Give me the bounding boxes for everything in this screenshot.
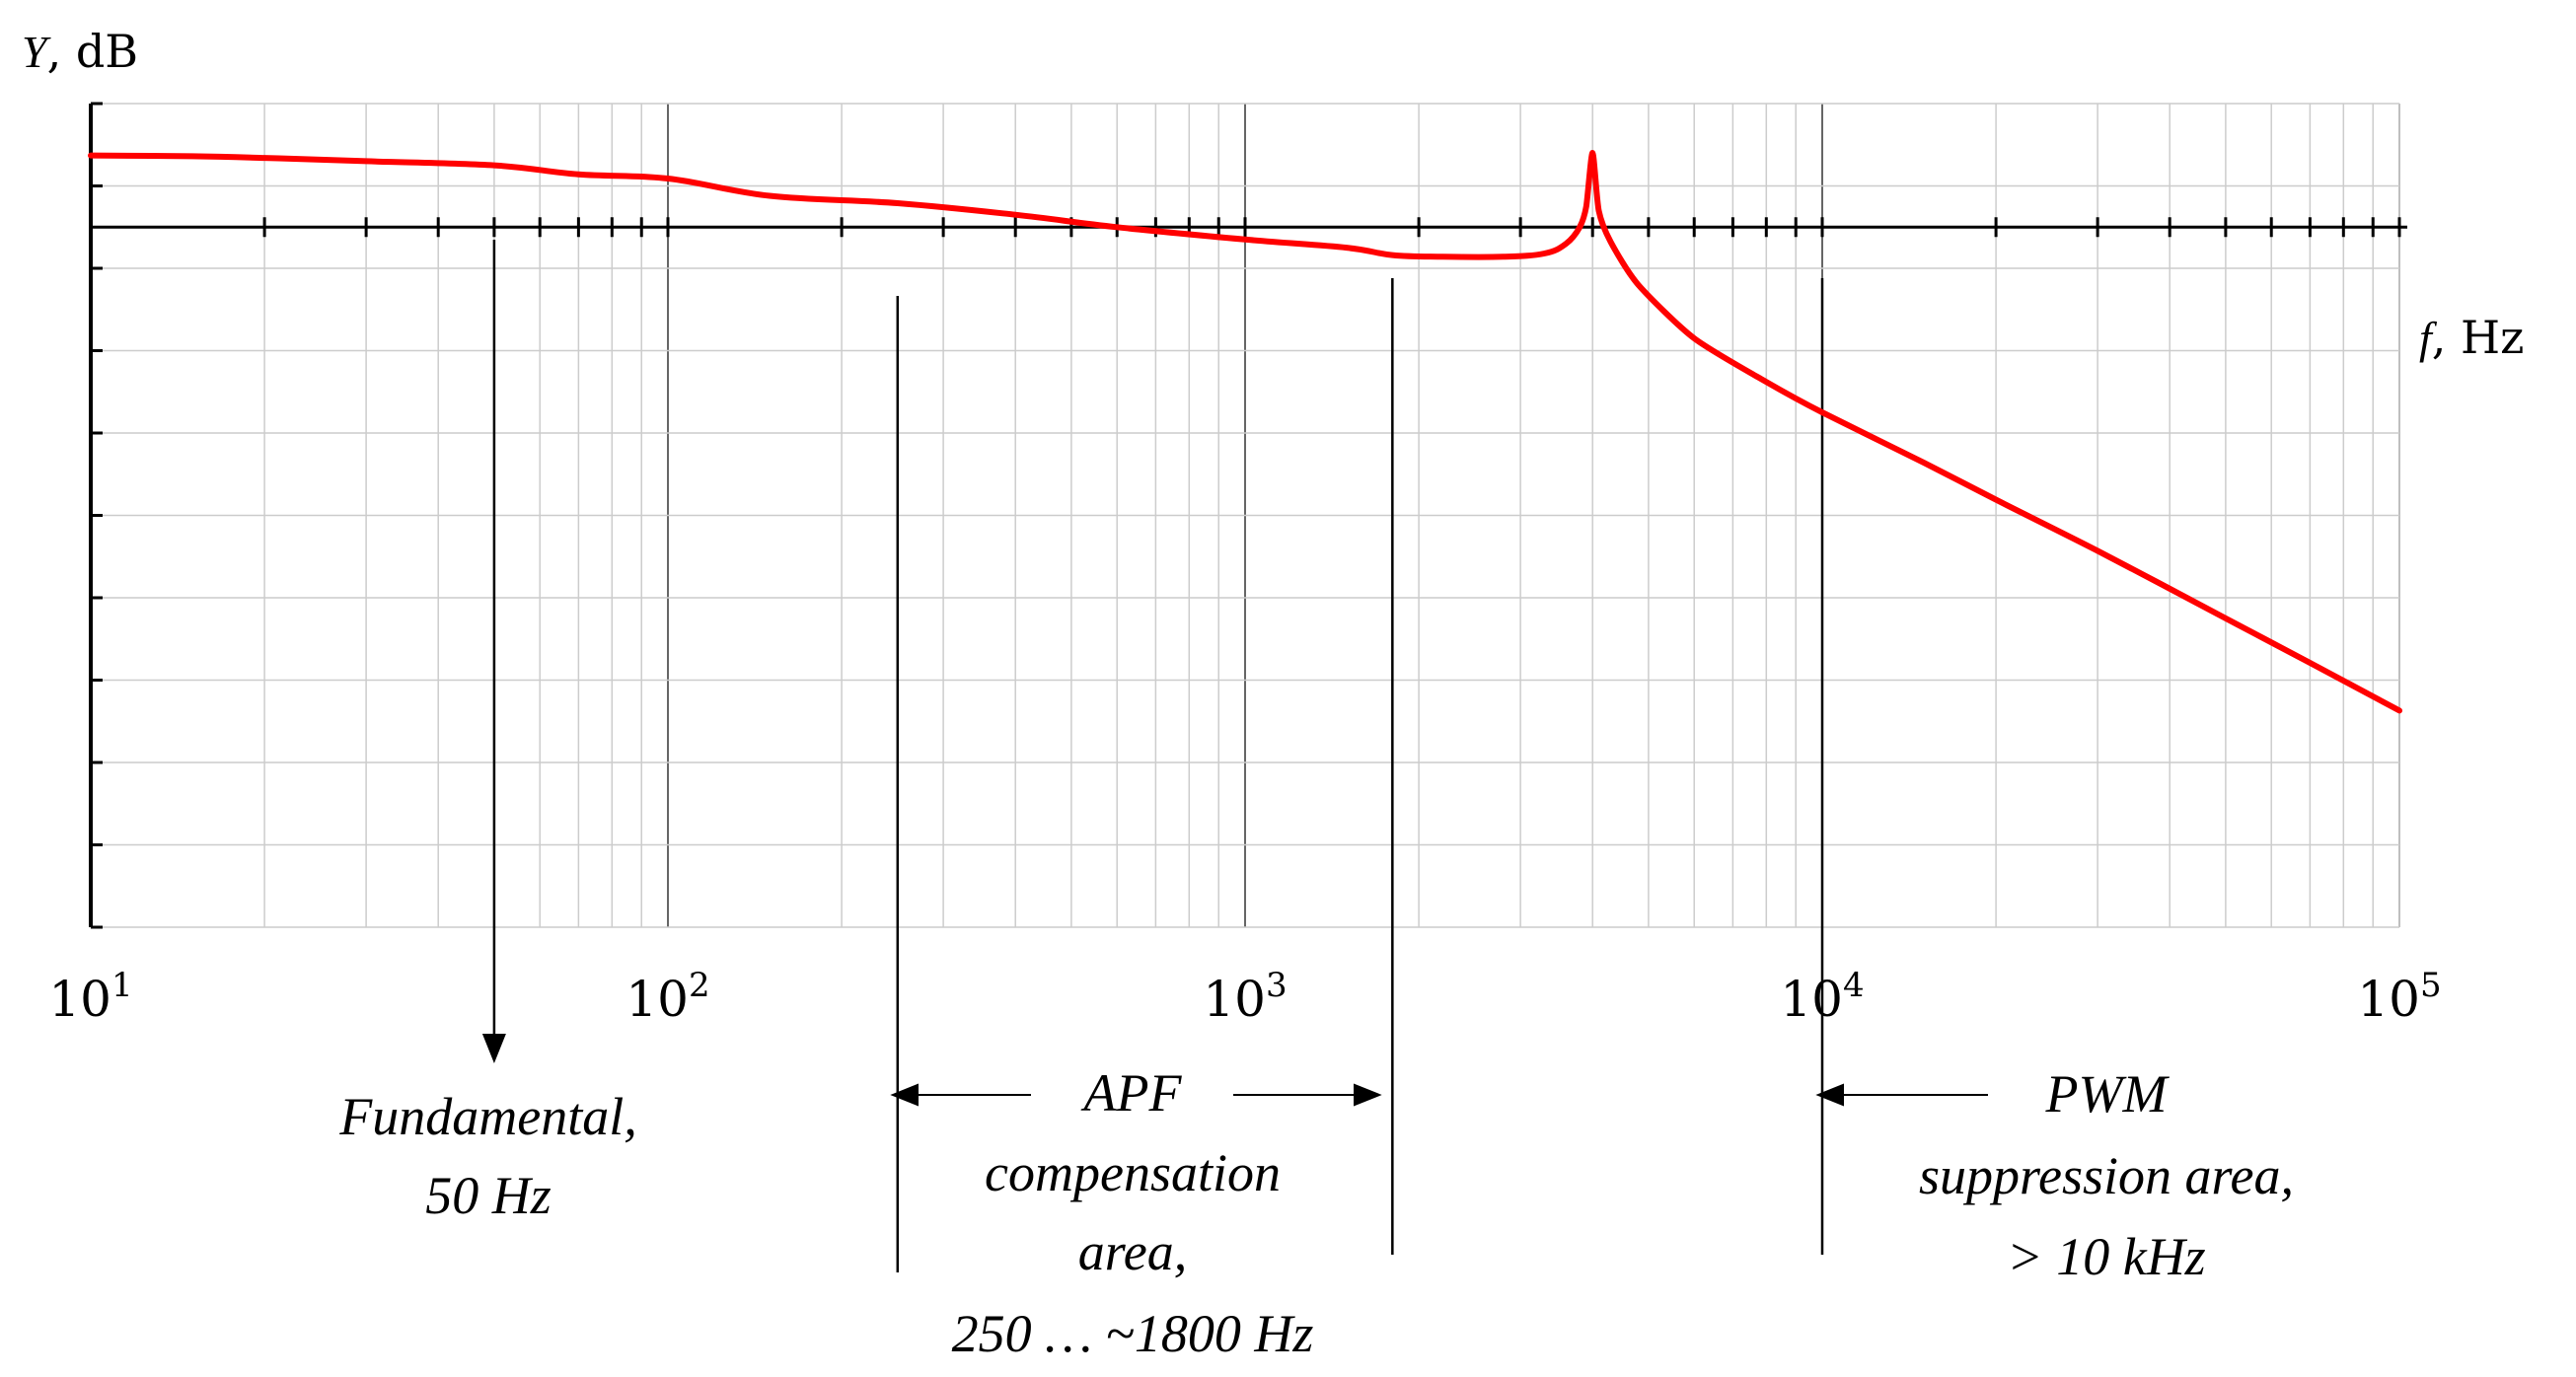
x-tick-label-exponent: 5: [2420, 966, 2442, 1005]
apf-annotation: APF compensation area, 250 … ~1800 Hz: [952, 1063, 1314, 1363]
chart-grid: [90, 103, 2400, 928]
fundamental-arrow-head: [481, 1034, 506, 1063]
chart-series: [88, 150, 2402, 714]
apf-left-arrow-head: [890, 1083, 919, 1107]
x-tick-label: 102: [626, 966, 709, 1028]
pwm-left-arrow-head: [1815, 1083, 1844, 1107]
fundamental-annotation: Fundamental, 50 Hz: [338, 1087, 636, 1225]
x-tick-label-exponent: 2: [689, 966, 710, 1005]
apf-label-line-2: compensation: [985, 1143, 1281, 1202]
x-tick-labels: 101 102 103 104 105: [48, 966, 2441, 1028]
y-axis-label-unit: , dB: [47, 25, 139, 78]
x-axis-label: f, Hz: [2419, 311, 2524, 364]
series-line-y: [88, 150, 2402, 714]
pwm-label-line-3: > 10 kHz: [2007, 1227, 2205, 1286]
chart-labels: Y, dB f, Hz: [22, 25, 2524, 364]
x-tick-label-base: 10: [1780, 971, 1843, 1028]
x-tick-label-base: 10: [2357, 971, 2420, 1028]
x-tick-label-base: 10: [1203, 971, 1266, 1028]
x-tick-label: 104: [1780, 966, 1864, 1028]
x-tick-label-base: 10: [626, 971, 689, 1028]
apf-label-line-3: area,: [1078, 1222, 1187, 1281]
chart-annotations: Fundamental, 50 Hz APF compensation area…: [338, 1063, 2294, 1363]
x-tick-label: 101: [48, 966, 132, 1028]
fundamental-label-line-2: 50 Hz: [425, 1166, 552, 1225]
chart-markers: [481, 240, 1824, 1272]
apf-label-line-1: APF: [1081, 1063, 1183, 1123]
x-tick-label-base: 10: [48, 971, 111, 1028]
pwm-annotation: PWM suppression area, > 10 kHz: [1919, 1064, 2294, 1286]
chart-axes: [89, 102, 2407, 929]
apf-right-arrow-head: [1354, 1083, 1382, 1107]
x-axis-label-unit: , Hz: [2432, 311, 2525, 364]
x-tick-label-exponent: 3: [1266, 966, 1288, 1005]
range-arrows: [890, 1083, 1988, 1107]
fundamental-label-line-1: Fundamental,: [338, 1087, 636, 1146]
x-tick-label-exponent: 1: [111, 966, 133, 1005]
apf-label-line-4: 250 … ~1800 Hz: [952, 1304, 1314, 1363]
pwm-label-line-2: suppression area,: [1919, 1146, 2294, 1205]
y-axis-label-symbol: Y: [22, 27, 51, 77]
y-axis-label: Y, dB: [22, 25, 138, 78]
pwm-label-line-1: PWM: [2045, 1064, 2171, 1123]
x-tick-label: 105: [2357, 966, 2441, 1028]
x-tick-label-exponent: 4: [1843, 966, 1865, 1005]
x-tick-label: 103: [1203, 966, 1287, 1028]
